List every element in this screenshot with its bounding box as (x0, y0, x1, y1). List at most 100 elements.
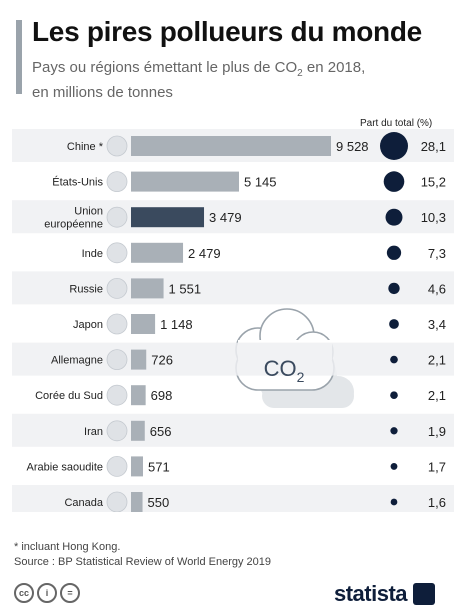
license-icons: cc i = (14, 583, 80, 603)
share-label: 1,6 (428, 495, 446, 510)
nd-icon: = (60, 583, 80, 603)
by-icon: i (37, 583, 57, 603)
bar (131, 207, 205, 228)
category-label: États-Unis (52, 176, 103, 189)
share-column-header: Part du total (%) (360, 118, 433, 129)
saudi-arabia-flag-icon (106, 455, 128, 477)
value-label: 698 (151, 388, 173, 403)
value-label: 5 145 (244, 175, 277, 190)
subtitle-part2: en 2018, (302, 59, 366, 76)
chart-row: Russie 1 551 4,6 (12, 271, 454, 305)
chart-row: Japon 1 148 3,4 (73, 313, 446, 335)
statista-logo-icon (413, 583, 436, 605)
row-band (12, 485, 454, 512)
share-bubble (389, 319, 399, 329)
bar (131, 420, 145, 441)
footnote: * incluant Hong Kong. Source : BP Statis… (14, 540, 271, 570)
share-bubble (390, 462, 398, 470)
category-label: Chine * (67, 141, 104, 153)
category-label: Allemagne (51, 355, 103, 367)
share-bubble (390, 427, 398, 435)
co2-subscript: 2 (297, 369, 305, 385)
row-band (12, 200, 454, 234)
category-label: Japon (73, 319, 103, 331)
subtitle-subscript: 2 (297, 68, 303, 79)
brand-logo: statista (334, 581, 436, 607)
share-label: 7,3 (428, 246, 446, 261)
bar (131, 385, 146, 406)
category-label: européenne (44, 219, 103, 231)
share-bubble (390, 498, 398, 506)
bar (131, 314, 156, 334)
cc-icon: cc (14, 583, 34, 603)
canada-flag-icon (106, 491, 128, 512)
share-label: 10,3 (421, 210, 446, 225)
bar (131, 456, 143, 477)
share-bubble (380, 132, 408, 160)
share-bubble (383, 171, 405, 192)
eu-flag-icon (106, 206, 128, 228)
chart-title: Les pires pollueurs du monde (32, 16, 422, 47)
bar (131, 492, 143, 512)
category-label: Corée du Sud (35, 390, 103, 402)
share-label: 2,1 (428, 388, 446, 403)
south-korea-flag-icon (106, 384, 128, 406)
share-bubble (388, 282, 400, 295)
bar (131, 136, 331, 156)
source-note: Source : BP Statistical Review of World … (14, 556, 271, 568)
share-label: 1,7 (428, 459, 446, 474)
title-accent-bar (16, 20, 22, 94)
chart-row: Inde 2 479 7,3 (82, 242, 446, 264)
subtitle-line2: en millions de tonnes (32, 84, 173, 101)
subtitle-part1: Pays ou régions émettant le plus de CO (32, 59, 298, 76)
row-band (12, 413, 454, 447)
russia-flag-icon (106, 277, 128, 299)
value-label: 9 528 (336, 139, 369, 154)
category-label: Arabie saoudite (27, 461, 103, 473)
chart-row: États-Unis 5 145 15,2 (52, 171, 446, 192)
chart-row: Arabie saoudite 571 1,7 (27, 455, 446, 477)
share-bubble (390, 391, 398, 400)
share-label: 2,1 (428, 353, 446, 368)
share-label: 15,2 (421, 175, 446, 190)
india-flag-icon (106, 242, 128, 264)
japan-flag-icon (106, 313, 128, 335)
category-label: Union (74, 206, 103, 218)
share-label: 4,6 (428, 281, 446, 296)
category-label: Iran (84, 426, 103, 438)
iran-flag-icon (106, 420, 128, 442)
category-label: Canada (64, 497, 103, 509)
chart-row: Chine * 9 528 28,1 (12, 129, 454, 162)
chart-subtitle: Pays ou régions émettant le plus de CO2 … (32, 58, 452, 102)
bar (131, 349, 147, 370)
value-label: 550 (148, 495, 170, 510)
bar (131, 242, 184, 263)
brand-name: statista (334, 581, 408, 606)
value-label: 1 551 (169, 281, 202, 296)
footnote-hongkong: * incluant Hong Kong. (14, 541, 121, 553)
emissions-bar-chart: Chine * 9 528 28,1 États-Unis 5 145 15,2 Union… (12, 129, 454, 512)
value-label: 2 479 (188, 246, 221, 261)
row-band (12, 342, 454, 376)
share-label: 1,9 (428, 424, 446, 439)
chart-row: Iran 656 1,9 (12, 413, 454, 447)
share-bubble (386, 245, 402, 260)
germany-flag-icon (106, 349, 128, 371)
category-label: Inde (82, 248, 103, 260)
chart-row: Canada 550 1,6 (12, 485, 454, 512)
value-label: 1 148 (160, 317, 193, 332)
category-label: Russie (69, 283, 103, 295)
chart-row: Corée du Sud 698 2,1 (35, 384, 446, 406)
share-bubble (390, 355, 398, 364)
bar (131, 278, 164, 299)
value-label: 3 479 (209, 210, 242, 225)
china-flag-icon (106, 135, 128, 157)
row-band (12, 271, 454, 305)
share-label: 3,4 (428, 317, 446, 332)
value-label: 571 (148, 459, 170, 474)
value-label: 656 (150, 424, 172, 439)
bar (131, 171, 239, 192)
chart-row: Allemagne 726 2,1 (12, 342, 454, 376)
share-bubble (385, 208, 403, 226)
usa-flag-icon (106, 171, 128, 192)
